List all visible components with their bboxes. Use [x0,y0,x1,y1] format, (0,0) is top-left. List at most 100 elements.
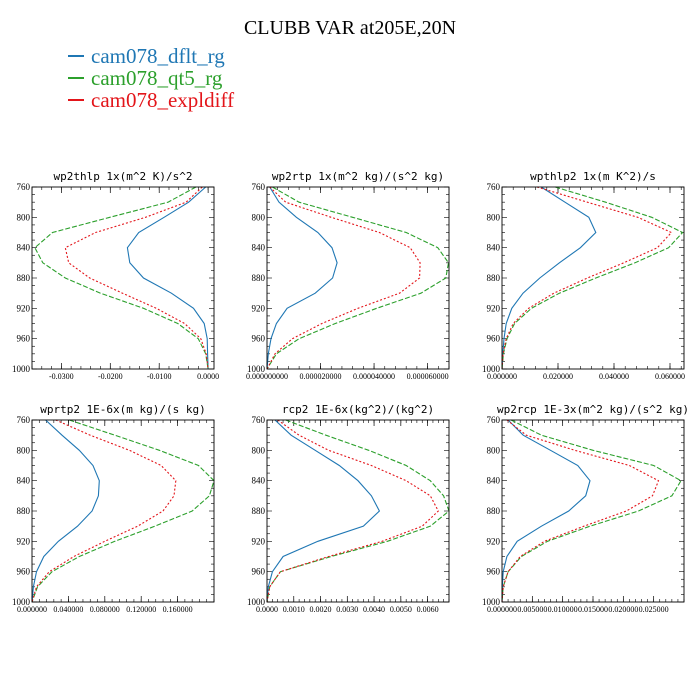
chart-panel-3: wpthlp2 1x(m K^2)/s 760 800 840 880 920 960 100… [482,170,685,381]
x-tick-label: 0.000000 [487,605,517,614]
series-line-qt5 [31,419,215,603]
x-tick-label: 0.0050 [390,605,412,614]
y-tick-label: 840 [487,476,501,486]
chart-panel-6: wp2rcp 1E-3x(m^2 kg)/(s^2 kg)760 800 840 88… [482,403,689,614]
x-tick-label: 0.120000 [126,605,156,614]
series-line-dflt [501,419,591,603]
y-tick-label: 920 [252,536,266,546]
y-tick-label: 960 [17,567,31,577]
y-tick-label: 960 [252,567,266,577]
y-tick-label: 880 [252,273,266,283]
plot-frame [501,186,685,370]
series-line-expldiff [501,419,660,603]
x-tick-label: 0.040000 [599,372,629,381]
plot-frame [501,419,685,603]
series-line-dflt [31,419,100,603]
legend-label-qt5: cam078_qt5_rg [91,66,223,90]
y-tick-label: 880 [252,506,266,516]
legend-entry-qt5: cam078_qt5_rg [68,67,222,89]
panel-title: rcp2 1E-6x(kg^2)/(kg^2) [282,403,434,416]
chart-panel-4: wprtp2 1E-6x(m kg)/(s kg) 760 800 840 880 920… [12,403,215,614]
series-line-qt5 [501,419,682,603]
x-tick-label: 0.000000 [17,605,47,614]
y-tick-label: 760 [487,182,501,192]
x-tick-label: 0.010000 [548,605,578,614]
legend-swatch-expldiff [68,99,84,102]
y-tick-label: 760 [487,415,501,425]
x-tick-label: 0.000000000 [246,372,288,381]
legend-swatch-dflt [68,55,84,58]
y-tick-label: 800 [17,212,31,222]
panel-title: wp2rtp 1x(m^2 kg)/(s^2 kg) [272,170,444,183]
y-tick-label: 760 [252,415,266,425]
chart-panel-2: wp2rtp 1x(m^2 kg)/(s^2 kg) 760 800 840 880 92… [246,170,450,381]
series-line-qt5 [34,186,209,370]
y-tick-label: 800 [252,212,266,222]
x-tick-label: 0.040000 [53,605,83,614]
chart-panel-1: wp2thlp 1x(m^2 K)/s^2 760 800 840 880 920 960 1… [12,170,219,381]
x-tick-label: 0.0010 [283,605,305,614]
series-line-qt5 [266,186,450,370]
chart-panel-5: rcp2 1E-6x(kg^2)/(kg^2) 760 800 840 880 920 96… [247,403,450,614]
legend-entry-dflt: cam078_dflt_rg [68,45,225,67]
series-line-dflt [266,186,338,370]
y-tick-label: 960 [487,334,501,344]
x-tick-label: 0.015000 [578,605,608,614]
plot-frame [266,419,450,603]
x-tick-label: 0.000020000 [300,372,342,381]
x-tick-label: 0.000060000 [407,372,449,381]
y-tick-label: 920 [17,303,31,313]
series-line-dflt [501,186,597,370]
x-tick-label: 0.0060 [417,605,439,614]
y-tick-label: 760 [252,182,266,192]
x-tick-label: 0.080000 [90,605,120,614]
panel-title: wp2rcp 1E-3x(m^2 kg)/(s^2 kg) [497,403,689,416]
plot-frame [31,186,215,370]
y-tick-label: 1000 [482,597,501,607]
x-tick-label: -0.0200 [98,372,123,381]
y-tick-label: 840 [252,243,266,253]
x-tick-label: -0.0100 [147,372,172,381]
x-tick-label: 0.0000 [256,605,278,614]
x-tick-label: 0.005000 [517,605,547,614]
x-tick-label: 0.160000 [163,605,193,614]
y-tick-label: 880 [17,273,31,283]
series-line-expldiff [64,186,209,370]
x-tick-label: 0.000040000 [353,372,395,381]
y-tick-label: 960 [17,334,31,344]
series-line-dflt [266,419,381,603]
y-tick-label: 760 [17,182,31,192]
legend-label-dflt: cam078_dflt_rg [91,44,225,68]
y-tick-label: 1000 [247,597,266,607]
y-tick-label: 840 [17,476,31,486]
series-line-expldiff [266,419,439,603]
page-title: CLUBB VAR at205E,20N [243,17,457,39]
x-tick-label: 0.0020 [310,605,332,614]
x-tick-label: 0.060000 [655,372,685,381]
y-tick-label: 920 [487,536,501,546]
plot-frame [266,186,450,370]
legend-label-expldiff: cam078_expldiff [91,88,235,112]
y-tick-label: 760 [17,415,31,425]
series-line-qt5 [266,419,450,603]
panel-title: wp2thlp 1x(m^2 K)/s^2 [53,170,192,183]
panel-title: wpthlp2 1x(m K^2)/s [530,170,656,183]
x-tick-label: -0.0300 [49,372,74,381]
series-line-expldiff [31,419,177,603]
y-tick-label: 880 [487,273,501,283]
y-tick-label: 960 [252,334,266,344]
y-tick-label: 920 [17,536,31,546]
legend-swatch-qt5 [68,77,84,80]
series-line-expldiff [266,186,421,370]
y-tick-label: 800 [487,212,501,222]
y-tick-label: 840 [17,243,31,253]
x-tick-label: 0.000000 [487,372,517,381]
series-line-expldiff [501,186,673,370]
y-tick-label: 800 [487,445,501,455]
x-tick-label: 0.0030 [336,605,358,614]
x-tick-label: 0.0000 [197,372,219,381]
legend-entry-expldiff: cam078_expldiff [68,89,234,111]
y-tick-label: 960 [487,567,501,577]
y-tick-label: 840 [487,243,501,253]
